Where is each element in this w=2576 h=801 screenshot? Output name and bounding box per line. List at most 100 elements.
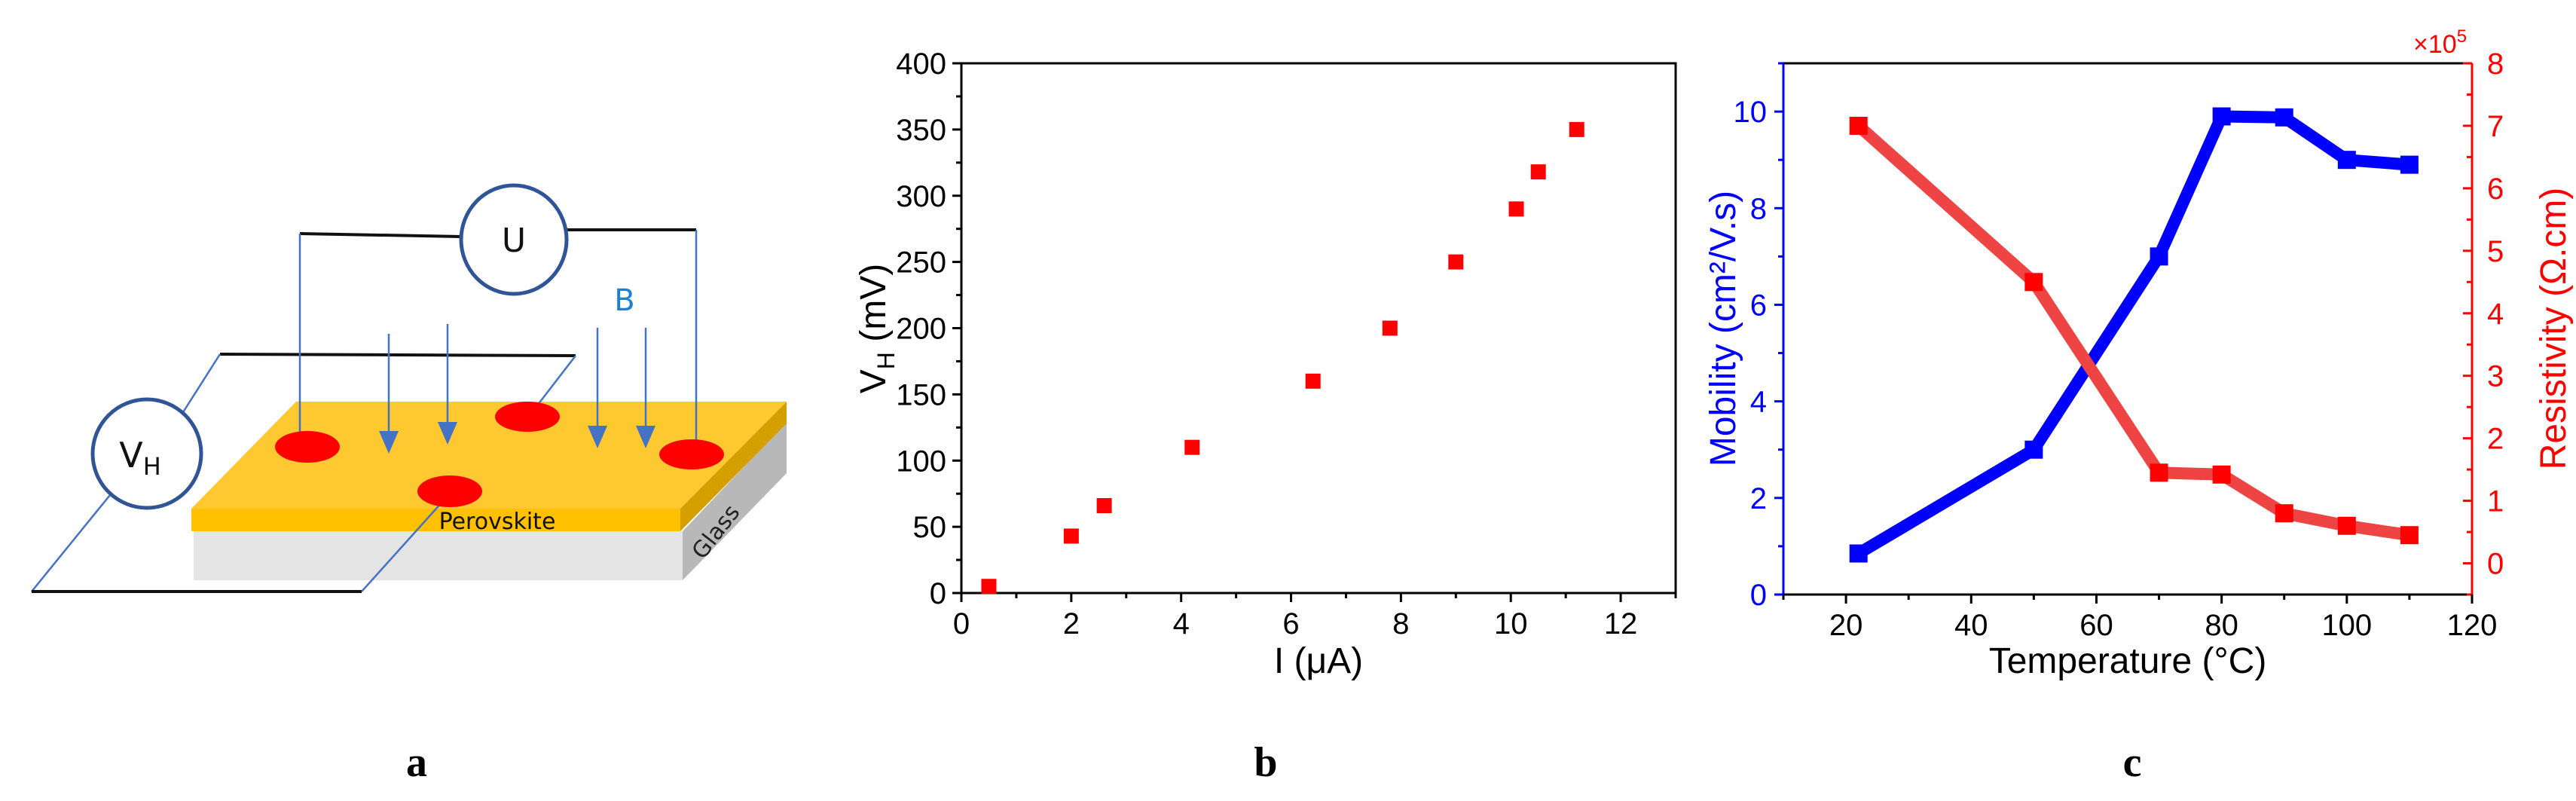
left-y-tick-label: 0 [1750, 579, 1767, 612]
contact-right [659, 439, 724, 469]
mobility-marker [2212, 107, 2231, 126]
mobility-marker [2400, 155, 2419, 174]
y-tick-label: 250 [896, 246, 946, 280]
mobility-marker [1849, 544, 1868, 563]
right-y-tick-label: 3 [2487, 360, 2504, 393]
right-y-tick-label: 8 [2487, 47, 2504, 81]
x-tick-label: 60 [2079, 609, 2113, 642]
arrow-down-icon [379, 431, 399, 454]
voltmeter-u-circle [459, 183, 569, 296]
x-tick-label: 8 [1392, 607, 1409, 640]
chart-c-left-ylabel: Mobility (cm²/V.s) [1704, 191, 1743, 466]
right-y-tick-label: 1 [2487, 485, 2504, 518]
chart-b-data-points [981, 121, 1584, 595]
chart-c-frame [1782, 62, 2474, 596]
vh-main: V [119, 435, 143, 475]
right-y-tick-label: 4 [2487, 298, 2504, 331]
data-point [1184, 439, 1200, 455]
data-point [1448, 254, 1464, 270]
arrow-down-icon [588, 426, 607, 448]
voltmeter-vh-circle [90, 397, 203, 510]
vh-wire-top [219, 353, 576, 357]
mobility-line [1855, 110, 2410, 559]
right-y-tick-label: 5 [2487, 235, 2504, 268]
x-tick-label: 40 [1954, 609, 1988, 642]
resistivity-marker [2212, 465, 2231, 484]
resistivity-marker [2337, 516, 2356, 535]
vh-subscript: H [143, 452, 161, 481]
x-tick-label: 100 [2321, 609, 2372, 642]
chart-b-ticks: 0 50 100 150 200 250 300 350 400 0 2 4 6 8 10 12 [896, 47, 1677, 640]
data-point [981, 579, 997, 595]
x-tick-label: 4 [1173, 607, 1190, 640]
data-point [1096, 498, 1112, 514]
arrow-down-icon [636, 426, 655, 448]
right-y-tick-label: 7 [2487, 110, 2504, 143]
chart-c-multiplier: ×105 [2413, 26, 2467, 59]
right-y-tick-label: 6 [2487, 173, 2504, 206]
chart-c-xlabel: Temperature (°C) [1989, 641, 2267, 681]
hall-setup-diagram: U VH B Perovskite Glass [31, 183, 787, 593]
y-tick-label: 350 [896, 114, 946, 147]
resistivity-line [1854, 121, 2411, 542]
left-y-tick-label: 6 [1750, 289, 1767, 322]
x-tick-label: 2 [1063, 607, 1080, 640]
vh-wire-left-diag-upper [182, 353, 222, 413]
chart-b-frame [960, 62, 1677, 595]
x-tick-label: 20 [1829, 609, 1863, 642]
mobility-marker [2275, 108, 2293, 127]
panel-label-a: a [406, 739, 427, 786]
mobility-marker [2024, 440, 2043, 459]
y-tick-label: 200 [896, 313, 946, 346]
perovskite-label: Perovskite [439, 509, 556, 535]
u-wire-left-top [299, 232, 462, 238]
y-tick-label: 400 [896, 47, 946, 81]
panel-label-c: c [2123, 739, 2142, 786]
field-label: B [614, 283, 634, 318]
x-tick-label: 120 [2447, 609, 2498, 642]
contact-back [495, 402, 560, 432]
panel-label-b: b [1254, 739, 1277, 786]
chart-c-series [1849, 107, 2419, 563]
glass-side-face [683, 422, 787, 580]
data-point [1508, 201, 1524, 217]
y-tick-label: 300 [896, 180, 946, 213]
left-y-tick-label: 10 [1734, 96, 1768, 129]
arrow-down-icon [438, 422, 457, 445]
plot-area-border [960, 62, 1677, 595]
x-tick-label: 80 [2205, 609, 2238, 642]
glass-front-face [194, 531, 683, 580]
field-arrows [379, 324, 655, 454]
x-tick-label: 12 [1604, 607, 1638, 640]
resistivity-marker [2150, 463, 2168, 482]
y-tick-label: 150 [896, 378, 946, 411]
chart-c-right-ylabel: Resistivity (Ω.cm) [2534, 188, 2574, 470]
right-y-tick-label: 0 [2487, 548, 2504, 581]
y-tick-label: 50 [913, 511, 947, 544]
x-tick-label: 6 [1282, 607, 1299, 640]
vh-wire-front-diag [361, 493, 451, 592]
contact-front [417, 475, 482, 507]
chart-b-xlabel: I (μA) [1274, 641, 1363, 681]
vh-wire-left-diag-lower [31, 494, 111, 592]
right-y-tick-label: 2 [2487, 423, 2504, 456]
data-point [1530, 164, 1546, 180]
data-point [1305, 373, 1321, 389]
chart-b-ylabel: VH (mV) [854, 264, 900, 393]
voltmeter-vh-label: VH [119, 435, 161, 481]
perovskite-side-face [680, 402, 787, 531]
y-tick-label: 100 [896, 445, 946, 478]
resistivity-marker [2400, 526, 2419, 545]
left-y-tick-label: 4 [1750, 386, 1767, 419]
left-y-tick-label: 8 [1750, 192, 1767, 225]
data-point [1569, 121, 1584, 137]
mobility-marker [2337, 151, 2356, 170]
y-tick-label: 0 [930, 577, 946, 610]
resistivity-marker [2024, 273, 2043, 292]
left-y-tick-label: 2 [1750, 482, 1767, 515]
data-point [1382, 320, 1398, 336]
data-point [1063, 528, 1079, 544]
perovskite-front-face [191, 509, 680, 531]
x-tick-label: 10 [1494, 607, 1528, 640]
